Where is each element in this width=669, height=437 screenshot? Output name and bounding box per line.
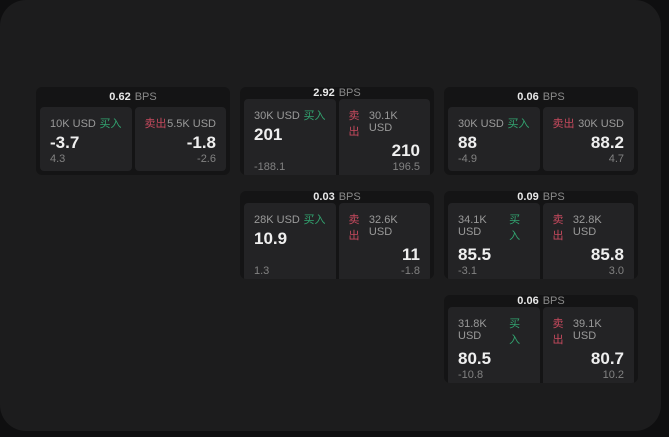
buy-sell-panels: 31.8K USD 买入 80.5 -10.8 卖出 39.1K USD 80.… [444, 307, 638, 383]
buy-panel[interactable]: 31.8K USD 买入 80.5 -10.8 [448, 307, 540, 383]
sell-label[interactable]: 卖出 [144, 118, 167, 131]
quote-card: 0.09 BPS 34.1K USD 买入 85.5 -3.1 卖出 32.8K… [444, 191, 638, 279]
quote-card-grid: 0.62 BPS 10K USD 买入 -3.7 4.3 卖出 5.5K USD… [36, 87, 638, 383]
buy-amount: 10K USD [50, 118, 96, 131]
sell-price: 80.7 [590, 349, 624, 368]
buy-label[interactable]: 买入 [509, 214, 521, 242]
bps-value: 2.92 [313, 87, 335, 99]
sell-sub-value: -1.8 [401, 264, 420, 277]
buy-amount: 28K USD [254, 214, 300, 226]
sell-panel[interactable]: 卖出 5.5K USD -1.8 -2.6 [134, 107, 226, 171]
quote-card: 0.62 BPS 10K USD 买入 -3.7 4.3 卖出 5.5K USD… [36, 87, 230, 175]
quote-card: 0.03 BPS 28K USD 买入 10.9 1.3 卖出 32.6K US… [240, 191, 434, 279]
buy-price: 80.5 [458, 349, 492, 368]
buy-label[interactable]: 买入 [507, 118, 530, 131]
sell-amount: 5.5K USD [167, 118, 216, 131]
sell-amount: 30.1K USD [368, 110, 398, 134]
sell-label[interactable]: 卖出 [348, 110, 360, 138]
sell-panel[interactable]: 卖出 32.6K USD 11 -1.8 [338, 203, 430, 279]
card-header: 0.09 BPS [444, 191, 638, 203]
buy-panel[interactable]: 30K USD 买入 88 -4.9 [448, 107, 540, 171]
bps-value: 0.09 [517, 191, 539, 203]
buy-label[interactable]: 买入 [509, 318, 521, 346]
sell-amount: 32.8K USD [572, 214, 602, 238]
buy-amount: 30K USD [458, 118, 504, 131]
buy-sell-panels: 30K USD 买入 201 -188.1 卖出 30.1K USD 210 1… [240, 99, 434, 175]
sell-price: 88.2 [590, 133, 624, 153]
sell-panel[interactable]: 卖出 30K USD 88.2 4.7 [542, 107, 634, 171]
buy-sub-value: -4.9 [458, 153, 477, 165]
quote-card: 0.06 BPS 30K USD 买入 88 -4.9 卖出 30K USD 8… [444, 87, 638, 175]
buy-sub-value: 4.3 [50, 153, 66, 165]
sell-sub-value: -2.6 [197, 153, 216, 165]
buy-sub-value: -188.1 [254, 160, 286, 173]
buy-panel[interactable]: 30K USD 买入 201 -188.1 [244, 99, 336, 175]
sell-label[interactable]: 卖出 [552, 318, 564, 346]
bps-unit-label: BPS [134, 91, 157, 104]
bps-unit-label: BPS [338, 87, 361, 99]
sell-label[interactable]: 卖出 [552, 118, 575, 131]
trading-surface: 0.62 BPS 10K USD 买入 -3.7 4.3 卖出 5.5K USD… [0, 0, 661, 431]
buy-panel[interactable]: 34.1K USD 买入 85.5 -3.1 [448, 203, 540, 279]
buy-panel[interactable]: 28K USD 买入 10.9 1.3 [244, 203, 336, 279]
buy-sell-panels: 30K USD 买入 88 -4.9 卖出 30K USD 88.2 4.7 [444, 107, 638, 175]
sell-label[interactable]: 卖出 [552, 214, 564, 242]
buy-amount: 34.1K USD [458, 214, 487, 238]
buy-sell-panels: 28K USD 买入 10.9 1.3 卖出 32.6K USD 11 -1.8 [240, 203, 434, 279]
sell-label[interactable]: 卖出 [348, 214, 360, 242]
buy-panel[interactable]: 10K USD 买入 -3.7 4.3 [40, 107, 132, 171]
buy-label[interactable]: 买入 [303, 214, 326, 226]
buy-label[interactable]: 买入 [99, 118, 122, 131]
sell-panel[interactable]: 卖出 30.1K USD 210 196.5 [338, 99, 430, 175]
sell-amount: 30K USD [578, 118, 624, 131]
buy-sub-value: -10.8 [458, 368, 484, 381]
card-header: 0.62 BPS [36, 87, 230, 107]
sell-sub-value: 4.7 [608, 153, 624, 165]
buy-sub-value: 1.3 [254, 264, 270, 277]
bps-value: 0.03 [313, 191, 335, 203]
bps-unit-label: BPS [542, 295, 565, 307]
card-header: 0.06 BPS [444, 87, 638, 107]
card-header: 2.92 BPS [240, 87, 434, 99]
sell-sub-value: 3.0 [608, 264, 624, 277]
sell-price: 11 [402, 245, 420, 264]
buy-price: 88 [458, 133, 477, 153]
buy-amount: 31.8K USD [458, 318, 487, 342]
buy-label[interactable]: 买入 [303, 110, 326, 122]
sell-panel[interactable]: 卖出 39.1K USD 80.7 10.2 [542, 307, 634, 383]
sell-sub-value: 196.5 [392, 160, 420, 173]
quote-card: 2.92 BPS 30K USD 买入 201 -188.1 卖出 30.1K … [240, 87, 434, 175]
buy-price: 85.5 [458, 245, 492, 264]
sell-panel[interactable]: 卖出 32.8K USD 85.8 3.0 [542, 203, 634, 279]
bps-value: 0.06 [517, 295, 539, 307]
sell-price: -1.8 [186, 133, 216, 153]
sell-price: 210 [391, 141, 420, 160]
bps-value: 0.06 [517, 91, 539, 104]
buy-amount: 30K USD [254, 110, 300, 122]
sell-amount: 39.1K USD [572, 318, 602, 342]
buy-price: 10.9 [254, 229, 288, 248]
bps-unit-label: BPS [542, 191, 565, 203]
buy-sub-value: -3.1 [458, 264, 477, 277]
buy-sell-panels: 10K USD 买入 -3.7 4.3 卖出 5.5K USD -1.8 -2.… [36, 107, 230, 175]
card-header: 0.03 BPS [240, 191, 434, 203]
card-header: 0.06 BPS [444, 295, 638, 307]
bps-unit-label: BPS [542, 91, 565, 104]
sell-price: 85.8 [590, 245, 624, 264]
buy-price: 201 [254, 125, 283, 144]
bps-value: 0.62 [109, 91, 131, 104]
sell-sub-value: 10.2 [602, 368, 624, 381]
sell-amount: 32.6K USD [368, 214, 398, 238]
bps-unit-label: BPS [338, 191, 361, 203]
buy-price: -3.7 [50, 133, 80, 153]
buy-sell-panels: 34.1K USD 买入 85.5 -3.1 卖出 32.8K USD 85.8… [444, 203, 638, 279]
quote-card: 0.06 BPS 31.8K USD 买入 80.5 -10.8 卖出 39.1… [444, 295, 638, 383]
